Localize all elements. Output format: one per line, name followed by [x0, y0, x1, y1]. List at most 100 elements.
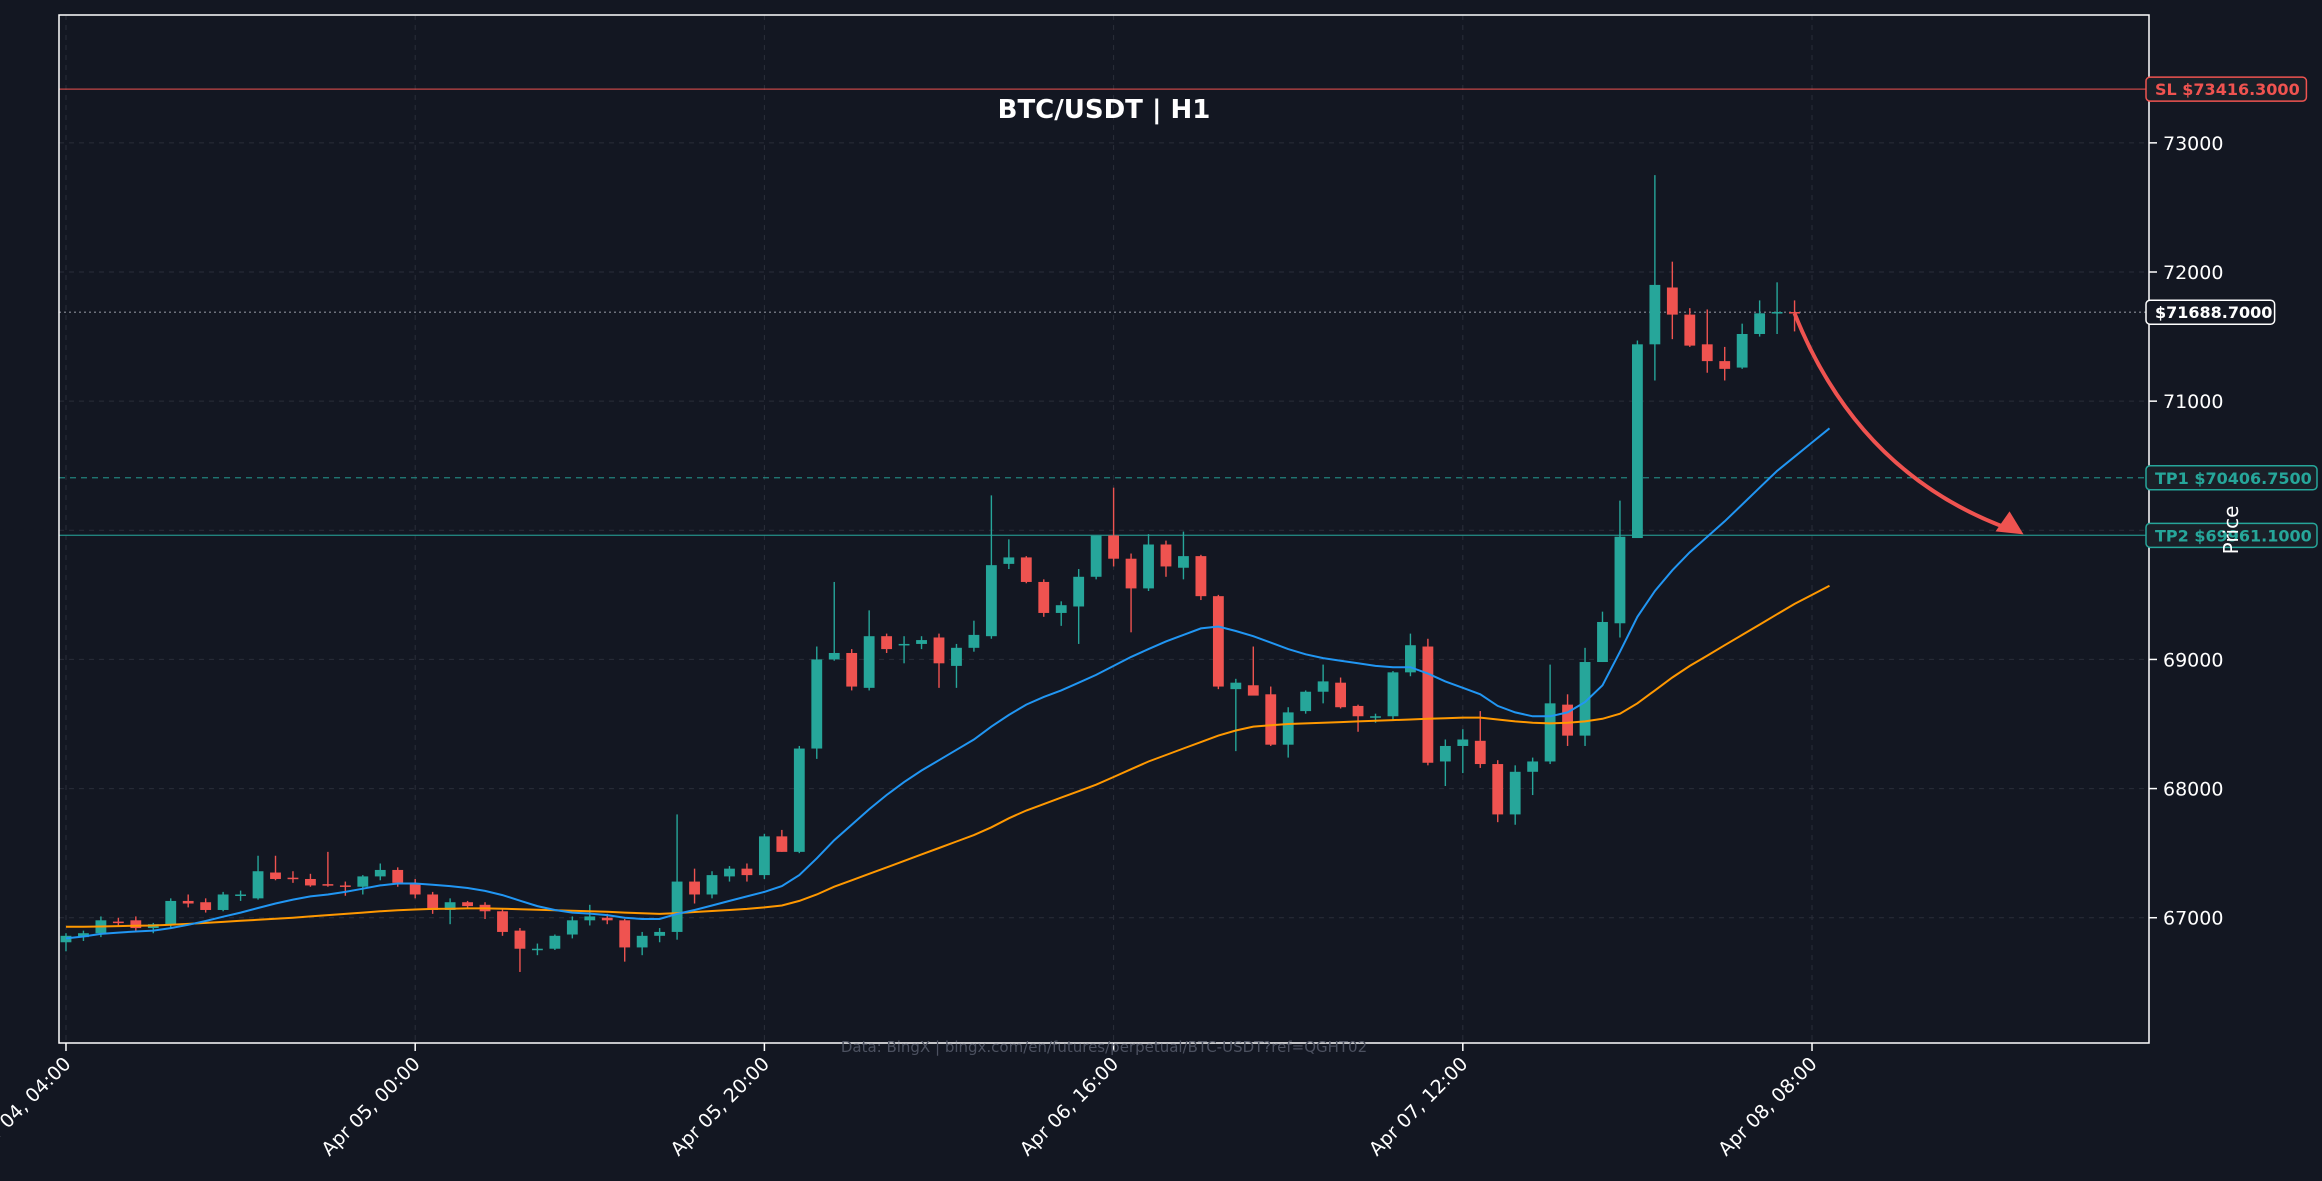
candle [1632, 340, 1643, 539]
candle-body [1509, 771, 1521, 815]
candle-body [112, 921, 124, 924]
candle [1754, 300, 1766, 337]
candle [1300, 690, 1312, 714]
y-tick-label: 68000 [2163, 779, 2223, 801]
candle-body [741, 868, 753, 876]
candle [1038, 579, 1050, 617]
candle-body [1108, 535, 1120, 559]
candle [566, 916, 578, 939]
candle-body [427, 894, 439, 910]
candle-body [1370, 716, 1381, 718]
candle-body [1282, 712, 1294, 745]
candle-body [1597, 621, 1608, 663]
candle-body [916, 640, 927, 644]
candle [200, 898, 212, 913]
candle-body [1352, 705, 1364, 717]
candle [514, 928, 526, 972]
candle [654, 928, 666, 943]
candle [1492, 760, 1504, 823]
candle [1422, 638, 1434, 766]
candle [270, 855, 281, 881]
candle [409, 878, 421, 899]
candle [1544, 664, 1556, 765]
candle [217, 891, 229, 912]
candle-body [1527, 761, 1539, 772]
candle-body [1439, 745, 1451, 762]
candle [863, 610, 875, 691]
ema-layer [65, 427, 1831, 940]
candle [811, 646, 823, 759]
candle [1160, 540, 1172, 577]
candle [549, 934, 561, 951]
candle-body [444, 902, 456, 910]
candle-body [793, 748, 805, 852]
candle-body [881, 636, 893, 650]
tp2-label: TP2 $69961.1000 [2155, 526, 2312, 545]
candle [1527, 757, 1539, 796]
candle [898, 636, 910, 664]
candle [1457, 729, 1469, 774]
candle [1579, 647, 1591, 746]
y-tick-label: 67000 [2163, 908, 2223, 930]
candle [724, 866, 735, 882]
candle-body [1247, 685, 1259, 696]
candle [287, 871, 299, 883]
candle [130, 916, 142, 931]
candle-body [951, 647, 962, 666]
candle-body [758, 836, 770, 876]
candle-body [706, 875, 718, 895]
candle-body [514, 930, 526, 949]
candle [985, 495, 997, 639]
ema-fast-line [65, 427, 1831, 940]
candle [1230, 678, 1242, 752]
candle [584, 904, 596, 926]
candle [1335, 677, 1346, 709]
candle [339, 881, 351, 896]
candle [1108, 487, 1120, 567]
candle [497, 908, 508, 936]
candle [1736, 323, 1748, 369]
candle [1614, 500, 1626, 638]
y-tick-label: 73000 [2163, 133, 2223, 155]
y-tick-label: 72000 [2163, 262, 2223, 284]
arrow-layer [1792, 312, 2024, 535]
candle [1387, 671, 1399, 721]
candle [1649, 175, 1661, 381]
candle [776, 829, 788, 852]
candle-body [374, 869, 386, 877]
candle [165, 898, 177, 929]
y-tick-label: 69000 [2163, 649, 2223, 671]
candle-body [1405, 645, 1416, 673]
candle-body [532, 948, 543, 951]
candle-body [1719, 361, 1731, 369]
candle-body [1789, 312, 1800, 314]
candle-body [462, 902, 473, 907]
candle-body [200, 902, 212, 910]
candle-body [60, 935, 72, 943]
candle [968, 620, 980, 652]
candle [305, 873, 316, 887]
candle-body [828, 652, 840, 660]
level-label-layer: SL $73416.3000 $71688.7000 TP1 $70406.7500… [2145, 76, 2318, 549]
candle-body [1614, 536, 1626, 624]
tp1-label: TP1 $70406.7500 [2155, 469, 2312, 488]
candle-body [1387, 672, 1399, 717]
candle-body [671, 881, 683, 932]
candle-body [1579, 662, 1591, 736]
candle [1212, 594, 1224, 690]
candle [1666, 261, 1678, 340]
ema-slow-line [66, 584, 1830, 928]
candle-body [409, 884, 421, 895]
candle [636, 931, 648, 956]
candle-body [689, 881, 700, 895]
candle [1020, 556, 1032, 584]
candle [706, 871, 718, 899]
candle-body [584, 916, 596, 921]
candle-body [270, 872, 281, 879]
tp1-label-box [2145, 465, 2318, 491]
candle [1090, 535, 1102, 580]
forecast-arrow-line [1792, 312, 2009, 531]
candle-body [1265, 694, 1277, 745]
